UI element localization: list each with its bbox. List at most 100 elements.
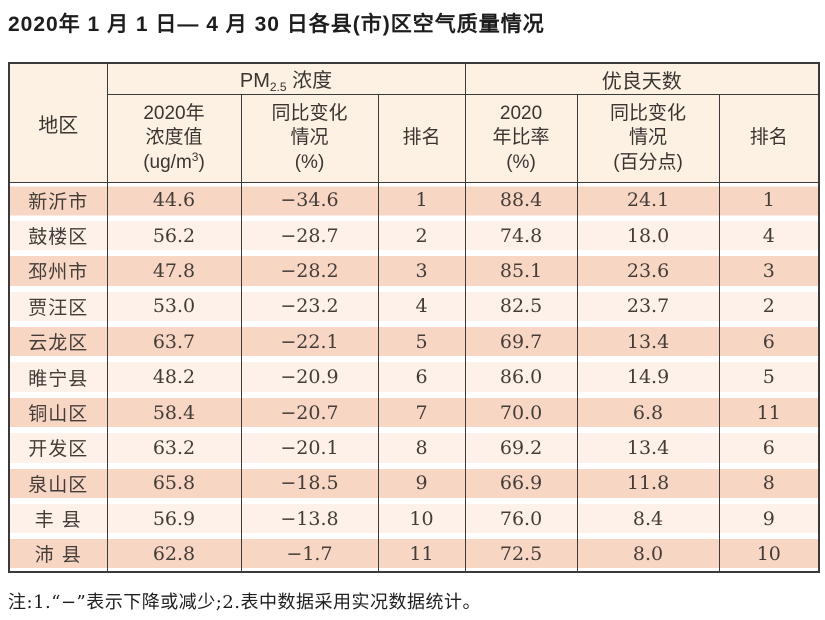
column-header-concentration: 2020年 浓度值 (ug/m3)	[106, 94, 242, 183]
pm-change-cell: −18.5	[240, 465, 379, 502]
table-row: 鼓楼区 56.2 −28.7 2 74.8 18.0 4	[8, 217, 820, 254]
ratio-change-cell: 23.7	[576, 288, 720, 325]
region-cell: 鼓楼区	[8, 217, 108, 254]
group-header-good-days: 优良天数	[464, 62, 820, 95]
page-title: 2020年 1 月 1 日— 4 月 30 日各县(市)区空气质量情况	[8, 13, 545, 36]
pm-value-cell: 56.2	[106, 217, 242, 254]
pm-change-cell: −34.6	[240, 182, 379, 218]
pm-change-cell: −28.2	[240, 253, 379, 289]
pm-change-cell: −28.7	[240, 217, 379, 254]
pm-rank-cell: 8	[377, 430, 466, 466]
ratio-cell: 66.9	[464, 465, 578, 502]
table-row: 新沂市 44.6 −34.6 1 88.4 24.1 1	[8, 182, 820, 218]
ratio-change-cell: 13.4	[576, 430, 720, 466]
ratio-rank-cell: 9	[718, 501, 820, 537]
ratio-change-cell: 14.9	[576, 359, 720, 395]
ratio-change-cell: 11.8	[576, 465, 720, 502]
ratio-cell: 74.8	[464, 217, 578, 254]
pm-value-cell: 62.8	[106, 536, 242, 572]
pm-value-cell: 56.9	[106, 501, 242, 537]
pm-rank-cell: 4	[377, 288, 466, 325]
column-header-days-change: 同比变化 情况 (百分点)	[576, 94, 720, 183]
table-row: 泉山区 65.8 −18.5 9 66.9 11.8 8	[8, 465, 820, 502]
column-header-ratio: 2020 年比率 (%)	[464, 94, 578, 183]
column-header-days-rank: 排名	[718, 94, 820, 183]
pm-value-cell: 47.8	[106, 253, 242, 289]
table-header: 地区 PM2.5 浓度 优良天数 2020年 浓度值 (ug/m3) 同比变化 …	[8, 62, 820, 183]
table-row: 丰 县 56.9 −13.8 10 76.0 8.4 9	[8, 501, 820, 537]
ratio-rank-cell: 6	[718, 430, 820, 466]
ratio-change-cell: 23.6	[576, 253, 720, 289]
pm-rank-cell: 10	[377, 501, 466, 537]
pm-rank-cell: 3	[377, 253, 466, 289]
pm25-subscript: 2.5	[269, 80, 287, 94]
region-cell: 沛 县	[8, 536, 108, 572]
pm-value-cell: 44.6	[106, 182, 242, 218]
ratio-cell: 69.2	[464, 430, 578, 466]
ratio-change-cell: 8.4	[576, 501, 720, 537]
ratio-cell: 70.0	[464, 394, 578, 431]
ratio-rank-cell: 1	[718, 182, 820, 218]
cubed-superscript: 3	[191, 150, 199, 165]
pm-value-cell: 53.0	[106, 288, 242, 325]
pm-change-cell: −22.1	[240, 324, 379, 360]
region-cell: 泉山区	[8, 465, 108, 502]
table-row: 贾汪区 53.0 −23.2 4 82.5 23.7 2	[8, 288, 820, 325]
ratio-rank-cell: 5	[718, 359, 820, 395]
table-row: 沛 县 62.8 −1.7 11 72.5 8.0 10	[8, 536, 820, 572]
ratio-cell: 72.5	[464, 536, 578, 572]
region-cell: 开发区	[8, 430, 108, 466]
region-cell: 丰 县	[8, 501, 108, 537]
pm-change-cell: −20.7	[240, 394, 379, 431]
ratio-change-cell: 13.4	[576, 324, 720, 360]
region-cell: 铜山区	[8, 394, 108, 431]
pm-value-cell: 48.2	[106, 359, 242, 395]
ratio-cell: 86.0	[464, 359, 578, 395]
ratio-change-cell: 24.1	[576, 182, 720, 218]
pm-change-cell: −13.8	[240, 501, 379, 537]
ratio-cell: 88.4	[464, 182, 578, 218]
region-cell: 云龙区	[8, 324, 108, 360]
pm-rank-cell: 7	[377, 394, 466, 431]
group-header-pm25: PM2.5 浓度	[106, 62, 466, 95]
ratio-cell: 69.7	[464, 324, 578, 360]
pm-rank-cell: 5	[377, 324, 466, 360]
ratio-change-cell: 6.8	[576, 394, 720, 431]
pm-rank-cell: 1	[377, 182, 466, 218]
pm-change-cell: −20.9	[240, 359, 379, 395]
pm-rank-cell: 11	[377, 536, 466, 572]
pm-value-cell: 63.2	[106, 430, 242, 466]
ratio-change-cell: 8.0	[576, 536, 720, 572]
region-cell: 贾汪区	[8, 288, 108, 325]
pm-rank-cell: 9	[377, 465, 466, 502]
ratio-rank-cell: 3	[718, 253, 820, 289]
ratio-rank-cell: 6	[718, 324, 820, 360]
column-header-pm-change: 同比变化 情况 (%)	[240, 94, 379, 183]
ratio-cell: 85.1	[464, 253, 578, 289]
table-row: 邳州市 47.8 −28.2 3 85.1 23.6 3	[8, 253, 820, 289]
pm-value-cell: 63.7	[106, 324, 242, 360]
pm-value-cell: 65.8	[106, 465, 242, 502]
table-row: 睢宁县 48.2 −20.9 6 86.0 14.9 5	[8, 359, 820, 395]
ratio-change-cell: 18.0	[576, 217, 720, 254]
ratio-cell: 76.0	[464, 501, 578, 537]
table-row: 铜山区 58.4 −20.7 7 70.0 6.8 11	[8, 394, 820, 431]
region-cell: 新沂市	[8, 182, 108, 218]
table-row: 开发区 63.2 −20.1 8 69.2 13.4 6	[8, 430, 820, 466]
ratio-rank-cell: 4	[718, 217, 820, 254]
air-quality-table: 地区 PM2.5 浓度 优良天数 2020年 浓度值 (ug/m3) 同比变化 …	[8, 62, 821, 573]
pm-change-cell: −23.2	[240, 288, 379, 325]
table-row: 云龙区 63.7 −22.1 5 69.7 13.4 6	[8, 324, 820, 360]
column-header-region: 地区	[8, 62, 108, 183]
pm-change-cell: −20.1	[240, 430, 379, 466]
pm-rank-cell: 6	[377, 359, 466, 395]
ratio-rank-cell: 10	[718, 536, 820, 572]
region-cell: 邳州市	[8, 253, 108, 289]
footnote: 注:1.“−”表示下降或减少;2.表中数据采用实况数据统计。	[8, 592, 481, 613]
ratio-rank-cell: 2	[718, 288, 820, 325]
pm-change-cell: −1.7	[240, 536, 379, 572]
ratio-rank-cell: 8	[718, 465, 820, 502]
ratio-rank-cell: 11	[718, 394, 820, 431]
pm-value-cell: 58.4	[106, 394, 242, 431]
ratio-cell: 82.5	[464, 288, 578, 325]
